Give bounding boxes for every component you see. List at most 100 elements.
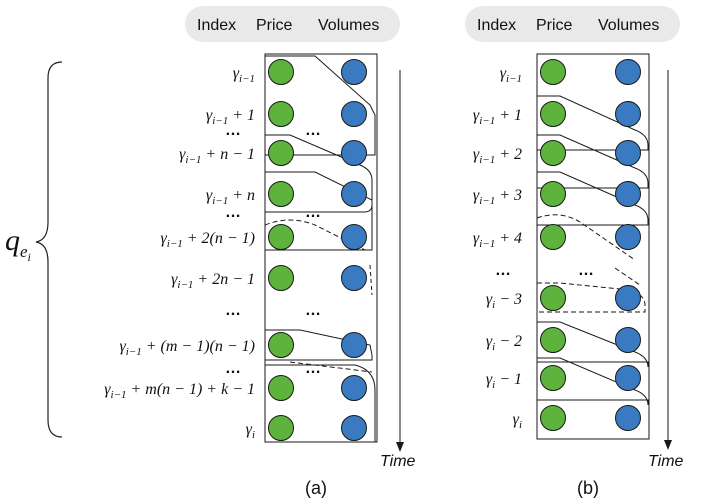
header-volumes-a: Volumes: [318, 17, 379, 34]
row-index-label: γi−1 + 1: [473, 107, 522, 127]
panel-a: Index Price Volumes qei Time (a) γi−1γi−…: [5, 6, 416, 498]
price-circle: [268, 101, 294, 127]
volume-circle: [341, 59, 367, 85]
ellipsis: …: [305, 204, 321, 221]
window-outline-dashed: [265, 359, 373, 373]
row-index-label: γi−1 + (m − 1)(n − 1): [119, 338, 255, 358]
header-pill-b: [465, 6, 680, 42]
window-outline: [537, 171, 649, 226]
price-circle: [540, 140, 566, 166]
curly-brace: [35, 61, 63, 438]
header-index-a: Index: [197, 17, 236, 34]
panel-b: Index Price Volumes Time (b) γi−1 γi−1 + …: [465, 6, 684, 498]
row-index-label: γi−1 + n − 1: [179, 146, 255, 166]
ellipsis: …: [495, 262, 511, 279]
ellipsis: …: [225, 204, 241, 221]
price-circle: [540, 181, 566, 207]
row-index-label: γi: [513, 411, 522, 431]
volume-circle: [615, 365, 641, 391]
price-circle: [540, 365, 566, 391]
volume-circle: [341, 375, 367, 401]
ellipsis: …: [225, 302, 241, 319]
volume-circle: [615, 101, 641, 127]
ellipsis: …: [305, 302, 321, 319]
window-outline-dashed: [264, 219, 366, 251]
window-outline: [537, 357, 649, 406]
caption-a: (a): [305, 478, 327, 498]
row-index-label: γi−1 + 2n − 1: [171, 271, 255, 291]
header-price-a: Price: [256, 17, 293, 34]
price-circle: [268, 224, 294, 250]
window-outline-dashed: [614, 267, 641, 286]
ellipsis: …: [305, 360, 321, 377]
price-circle: [268, 415, 294, 441]
row-index-label: γi−1 + n: [206, 187, 255, 207]
sequence-frame-b: [536, 53, 650, 440]
window-outline: [537, 95, 649, 151]
volume-circle: [615, 405, 641, 431]
row-index-label: γi−1 + 2(n − 1): [160, 230, 255, 250]
row-index-label: γi−1 + 4: [473, 230, 522, 250]
rows-b: γi−1 γi−1 + 1 γi−1 + 2 γi−1 + 3 γi−1 + 4 γi −…: [473, 59, 641, 431]
volume-circle: [615, 59, 641, 85]
price-circle: [268, 265, 294, 291]
price-circle: [268, 181, 294, 207]
price-circle: [540, 59, 566, 85]
volume-circle: [341, 265, 367, 291]
volume-circle: [615, 285, 641, 311]
price-circle: [540, 405, 566, 431]
window-outline-dashed: [537, 282, 646, 313]
time-label-a: Time: [380, 453, 416, 470]
row-index-label: γi − 1: [486, 371, 522, 391]
volume-circle: [341, 140, 367, 166]
ellipsis: …: [225, 360, 241, 377]
header-volumes-b: Volumes: [598, 17, 659, 34]
price-circle: [540, 327, 566, 353]
volume-circle: [341, 224, 367, 250]
row-index-label: γi−1: [500, 65, 522, 85]
ellipsis: …: [578, 262, 594, 279]
volume-circle: [341, 415, 367, 441]
price-circle: [268, 140, 294, 166]
ellipsis: …: [225, 122, 241, 139]
header-index-b: Index: [477, 17, 516, 34]
volume-circle: [341, 332, 367, 358]
rows-a: γi−1 γi−1 + 1 γi−1 + n − 1 γi−1 + n γi−1 + 2…: [104, 59, 367, 441]
header-price-b: Price: [536, 17, 573, 34]
row-index-label: γi−1 + 1: [206, 107, 255, 127]
caption-b: (b): [577, 478, 599, 498]
window-outline: [265, 364, 376, 442]
header-pill-a: [185, 6, 400, 42]
volume-circle: [615, 224, 641, 250]
window-outline: [537, 134, 649, 189]
volume-circle: [615, 327, 641, 353]
window-outline-dashed: [264, 255, 373, 296]
price-circle: [268, 332, 294, 358]
price-circle: [540, 285, 566, 311]
price-circle: [540, 224, 566, 250]
row-index-label: γi−1 + 2: [473, 146, 522, 166]
price-circle: [268, 59, 294, 85]
time-arrowhead-a: [396, 442, 404, 452]
row-index-label: γi−1 + m(n − 1) + k − 1: [104, 381, 255, 401]
sequence-frame-a: [264, 53, 378, 443]
volume-circle: [341, 181, 367, 207]
ellipsis: …: [305, 122, 321, 139]
volume-circle: [341, 101, 367, 127]
window-outline: [537, 321, 649, 368]
row-index-label: γi−1 + 3: [473, 187, 522, 207]
row-index-label: γi − 2: [486, 333, 522, 353]
row-index-label: γi: [246, 421, 255, 441]
brace-label: qei: [5, 224, 31, 264]
price-circle: [268, 375, 294, 401]
time-label-b: Time: [648, 453, 684, 470]
window-outline-dashed: [536, 214, 636, 261]
window-outline: [265, 171, 373, 251]
time-arrowhead-b: [664, 440, 672, 450]
volume-circle: [615, 181, 641, 207]
window-outline: [265, 134, 373, 213]
row-index-label: γi−1: [233, 65, 255, 85]
row-index-label: γi − 3: [486, 291, 522, 311]
volume-circle: [615, 140, 641, 166]
